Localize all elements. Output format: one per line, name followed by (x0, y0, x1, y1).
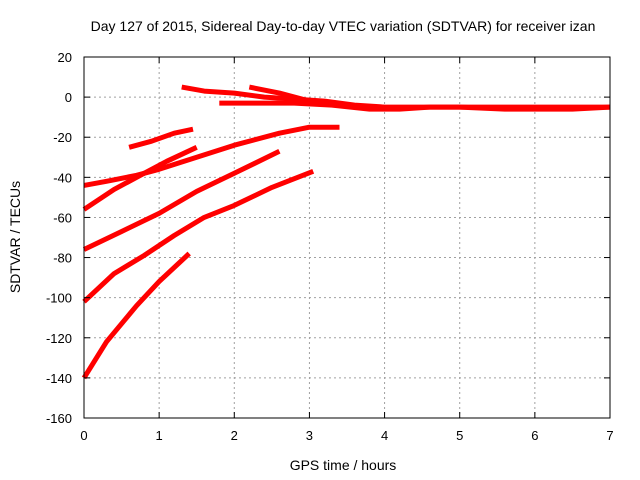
x-tick-label: 5 (456, 428, 463, 443)
plot-frame (83, 56, 611, 419)
series-line-arc-5 (83, 124, 340, 188)
y-tick-label: -100 (46, 291, 72, 306)
series-line-arc-9 (248, 84, 370, 110)
x-tick-label: 1 (156, 428, 163, 443)
y-axis-label: SDTVAR / TECUs (7, 181, 23, 293)
y-tick-label: -140 (46, 371, 72, 386)
x-tick-label: 2 (231, 428, 238, 443)
x-tick-label: 0 (80, 428, 87, 443)
series-line-arc-6 (128, 126, 194, 150)
grid (84, 57, 610, 418)
x-tick-label: 4 (381, 428, 388, 443)
x-tick-label: 7 (606, 428, 613, 443)
series-line-arc-2 (82, 168, 315, 304)
y-tick-label: -20 (53, 130, 72, 145)
y-tick-label: 20 (58, 50, 72, 65)
series-layer (81, 84, 611, 380)
axis-ticks: 0 1 2 3 4 5 6 7 20 0 -20 -40 -60 -80 -100 -120 -140 -160 (46, 50, 614, 443)
y-tick-label: -60 (53, 210, 72, 225)
y-tick-label: -120 (46, 331, 72, 346)
series-line-arc-1 (81, 251, 191, 380)
y-tick-label: 0 (65, 90, 72, 105)
series-line-arc-3 (82, 149, 281, 252)
chart-title: Day 127 of 2015, Sidereal Day-to-day VTE… (91, 18, 596, 34)
x-tick-label: 6 (531, 428, 538, 443)
x-tick-label: 3 (306, 428, 313, 443)
series-line-arc-8 (219, 100, 611, 112)
x-axis-label: GPS time / hours (290, 457, 397, 473)
y-tick-label: -160 (46, 411, 72, 426)
y-tick-label: -80 (53, 251, 72, 266)
y-tick-label: -40 (53, 170, 72, 185)
